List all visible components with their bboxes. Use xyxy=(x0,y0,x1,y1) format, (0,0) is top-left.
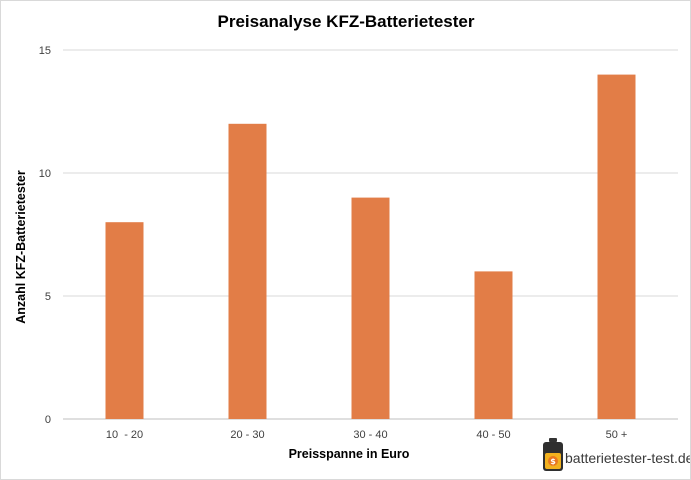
y-tick-label: 10 xyxy=(39,168,51,180)
x-axis-label: Preisspanne in Euro xyxy=(289,447,410,461)
x-tick-label: 20 - 30 xyxy=(230,429,264,441)
x-tick-label: 30 - 40 xyxy=(353,429,387,441)
y-axis-label: Anzahl KFZ-Batterietester xyxy=(14,170,28,324)
bars xyxy=(105,74,636,420)
svg-text:$: $ xyxy=(550,457,556,466)
y-tick-labels: 0 5 10 15 xyxy=(39,45,51,426)
x-tick-label: 50 + xyxy=(606,429,628,441)
battery-icon: $ xyxy=(543,438,563,471)
y-tick-label: 15 xyxy=(39,45,51,57)
watermark-text: batterietester-test.de xyxy=(565,450,690,466)
bar xyxy=(228,123,267,420)
chart-title: Preisanalyse KFZ-Batterietester xyxy=(217,12,474,31)
y-tick-label: 0 xyxy=(45,414,51,426)
bar xyxy=(597,74,636,419)
x-tick-label: 10 - 20 xyxy=(106,429,143,441)
x-tick-label: 40 - 50 xyxy=(476,429,510,441)
y-tick-label: 5 xyxy=(45,291,51,303)
bar xyxy=(474,271,513,419)
bar xyxy=(351,197,390,419)
x-tick-labels: 10 - 20 20 - 30 30 - 40 40 - 50 50 + xyxy=(106,429,628,441)
watermark: $ batterietester-test.de xyxy=(543,438,690,471)
bar xyxy=(105,222,144,419)
